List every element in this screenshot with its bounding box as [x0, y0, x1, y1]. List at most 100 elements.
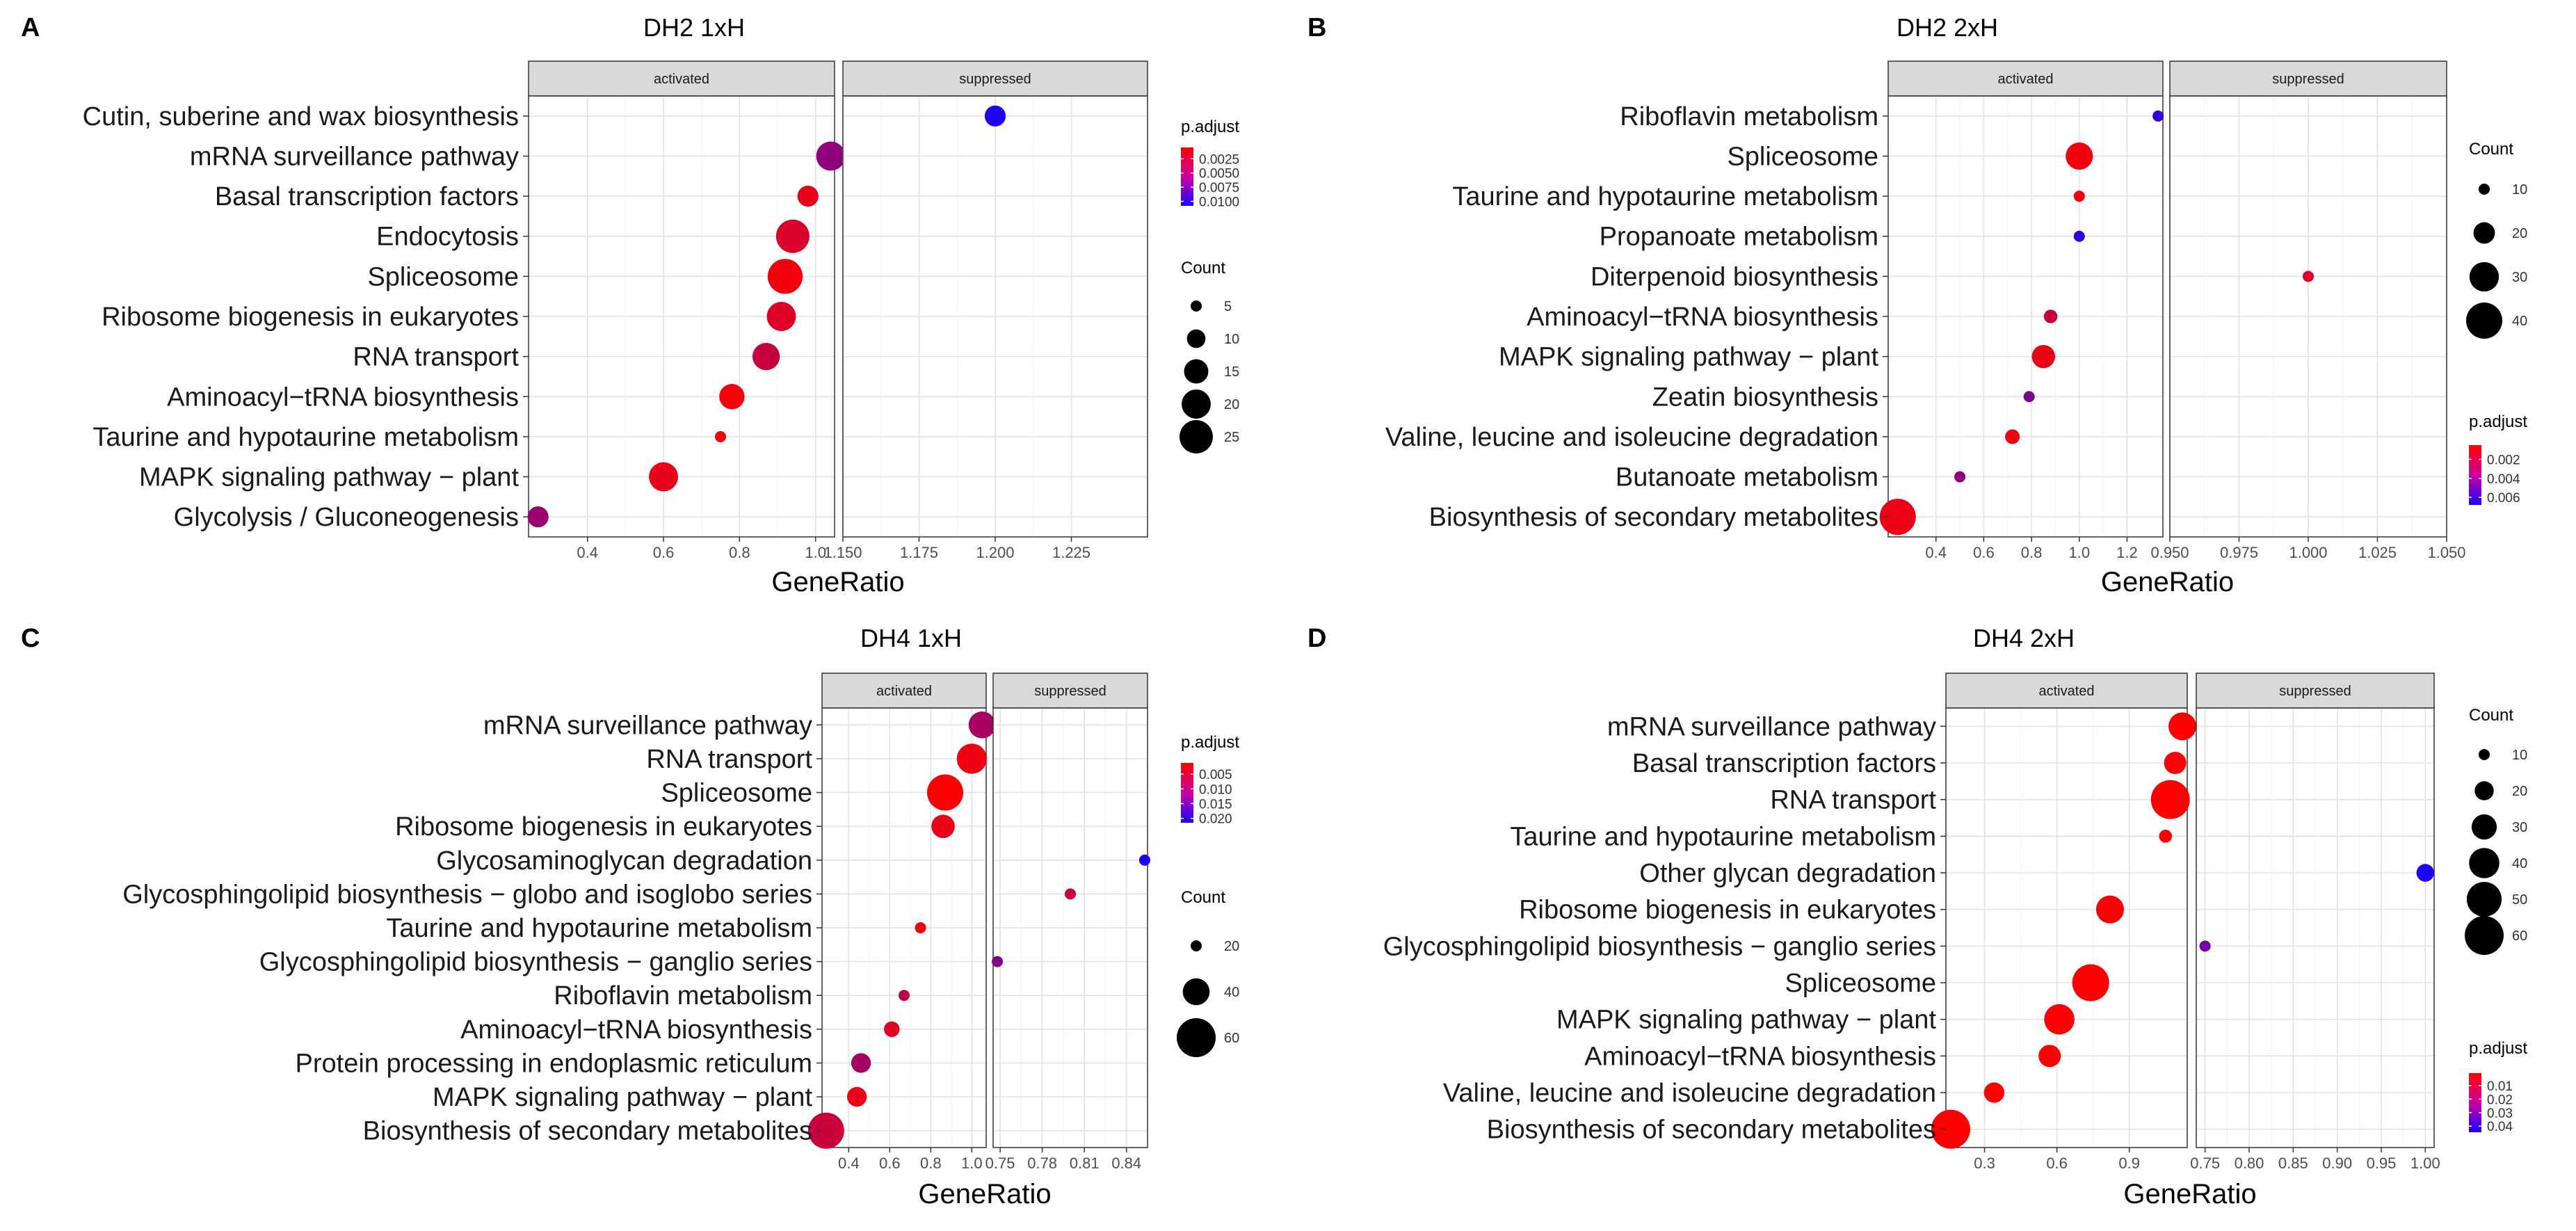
color-bar-label: 0.02: [2487, 1093, 2513, 1107]
y-tick-label: Spliceosome: [367, 262, 519, 291]
color-bar-label: 0.005: [1199, 768, 1232, 782]
x-tick-label: 1.000: [2289, 544, 2327, 561]
y-tick-label: Valine, leucine and isoleucine degradati…: [1443, 1079, 1936, 1108]
facet-strip-label: suppressed: [2279, 684, 2351, 699]
data-point: [1931, 1109, 1970, 1149]
y-tick-label: Basal transcription factors: [1632, 749, 1936, 778]
facet-suppressed: suppressed 1.150 1.175 1.200 1.225: [823, 61, 1148, 561]
size-legend-key: [1191, 940, 1202, 951]
data-point: [2150, 780, 2190, 819]
x-tick-label: 0.8: [920, 1154, 942, 1172]
y-tick-label: MAPK signaling pathway − plant: [139, 463, 519, 492]
size-legend-key: [1180, 420, 1213, 453]
panel-b: B DH2 2xH activated 0.4 0.6 0.8 1.0 1.2 suppress…: [1307, 13, 2527, 597]
data-point: [2023, 391, 2035, 403]
data-point: [2159, 830, 2173, 843]
legend: p.adjust 0.010.020.030.04 Count 10 20 30 40 50 6…: [2465, 706, 2527, 1134]
size-legend-label: 10: [1224, 332, 1239, 347]
x-tick-label: 0.90: [2322, 1154, 2352, 1172]
size-legend-label: 20: [1224, 397, 1239, 412]
facet-strip-label: activated: [654, 72, 709, 87]
size-legend-key: [2479, 749, 2490, 760]
color-bar-label: 0.004: [2487, 472, 2520, 487]
size-legend-key: [2466, 881, 2502, 917]
size-legend-label: 20: [2512, 784, 2527, 799]
y-tick-label: Taurine and hypotaurine metabolism: [1510, 822, 1936, 851]
y-tick-label: Glycosphingolipid biosynthesis − ganglio…: [1383, 932, 1936, 961]
y-tick-label: MAPK signaling pathway − plant: [1556, 1006, 1936, 1035]
panel-title: DH2 2xH: [1897, 13, 1998, 42]
plot-area: [1946, 708, 2187, 1148]
x-axis-label: GeneRatio: [771, 567, 904, 597]
x-axis-label: GeneRatio: [2123, 1179, 2256, 1209]
data-point: [2038, 1045, 2061, 1068]
data-point: [816, 141, 846, 171]
data-point: [851, 1053, 871, 1073]
y-tick-label: mRNA surveillance pathway: [483, 711, 812, 740]
x-tick-label: 1.00: [2410, 1154, 2440, 1172]
x-tick-label: 1.0: [961, 1154, 983, 1172]
panel-letter: D: [1307, 624, 1326, 653]
x-tick-label: 0.75: [2190, 1154, 2220, 1172]
size-legend-label: 10: [2512, 182, 2527, 198]
x-tick-label: 0.6: [2046, 1154, 2068, 1172]
data-point: [2164, 751, 2187, 775]
facet-activated: activated 0.4 0.6 0.8 1.0 1.2: [1879, 61, 2164, 561]
y-tick-label: Riboflavin metabolism: [554, 981, 812, 1011]
x-tick-label: 0.6: [653, 544, 675, 561]
data-point: [1065, 888, 1076, 900]
facet-strip-label: suppressed: [1034, 684, 1106, 699]
x-tick-label: 1.225: [1052, 544, 1090, 561]
color-bar-label: 0.002: [2487, 453, 2520, 467]
panel-title: DH4 2xH: [1973, 624, 2075, 652]
y-tick-label: Other glycan degradation: [1639, 859, 1936, 888]
y-tick-label: Basal transcription factors: [215, 182, 519, 211]
size-legend-label: 30: [2512, 270, 2527, 285]
color-bar-label: 0.015: [1199, 797, 1232, 812]
color-legend-title: p.adjust: [1181, 733, 1239, 752]
size-legend-key: [1182, 389, 1211, 419]
y-tick-label: Glycosphingolipid biosynthesis − ganglio…: [259, 948, 812, 977]
size-legend-label: 40: [1224, 985, 1239, 1000]
data-point: [2044, 1004, 2075, 1035]
x-tick-label: 1.0: [2068, 544, 2090, 561]
y-tick-label: Biosynthesis of secondary metabolites: [1487, 1116, 1936, 1145]
data-point: [2095, 895, 2124, 924]
size-legend-key: [1184, 359, 1209, 384]
data-point: [797, 185, 819, 207]
y-tick-label: Endocytosis: [376, 223, 519, 252]
facet-strip: [1887, 61, 2164, 97]
data-point: [719, 384, 745, 410]
x-axis-label: GeneRatio: [2101, 567, 2234, 597]
panel-letter: A: [21, 13, 40, 42]
data-point: [766, 302, 796, 331]
y-tick-label: RNA transport: [1770, 786, 1936, 815]
data-point: [1983, 1082, 2005, 1103]
data-point: [2066, 142, 2093, 170]
size-legend-key: [1191, 300, 1202, 312]
x-tick-label: 0.4: [577, 544, 598, 561]
y-tick-label: Spliceosome: [661, 779, 812, 808]
plot-border: [2196, 707, 2435, 1148]
color-bar-label: 0.03: [2487, 1107, 2513, 1121]
data-point: [767, 259, 803, 294]
size-legend-label: 25: [1224, 430, 1239, 445]
data-point: [992, 956, 1004, 967]
facet-strip: [992, 673, 1148, 709]
y-tick-label: Ribosome biogenesis in eukaryotes: [395, 812, 812, 842]
data-point: [527, 506, 549, 528]
data-point: [2073, 230, 2085, 242]
size-legend-key: [2474, 781, 2494, 800]
size-legend-key: [1177, 1018, 1216, 1057]
y-tick-label: Cutin, suberine and wax biosynthesis: [83, 102, 519, 131]
x-tick-label: 0.84: [1111, 1154, 1141, 1172]
y-tick-label: Aminoacyl−tRNA biosynthesis: [167, 383, 519, 412]
facet-strip: [2169, 61, 2447, 97]
facet-strip-label: suppressed: [2272, 72, 2344, 87]
data-point: [2168, 712, 2197, 741]
size-legend-key: [1186, 329, 1206, 348]
data-point: [2073, 191, 2085, 202]
x-tick-label: 0.8: [2021, 544, 2043, 561]
